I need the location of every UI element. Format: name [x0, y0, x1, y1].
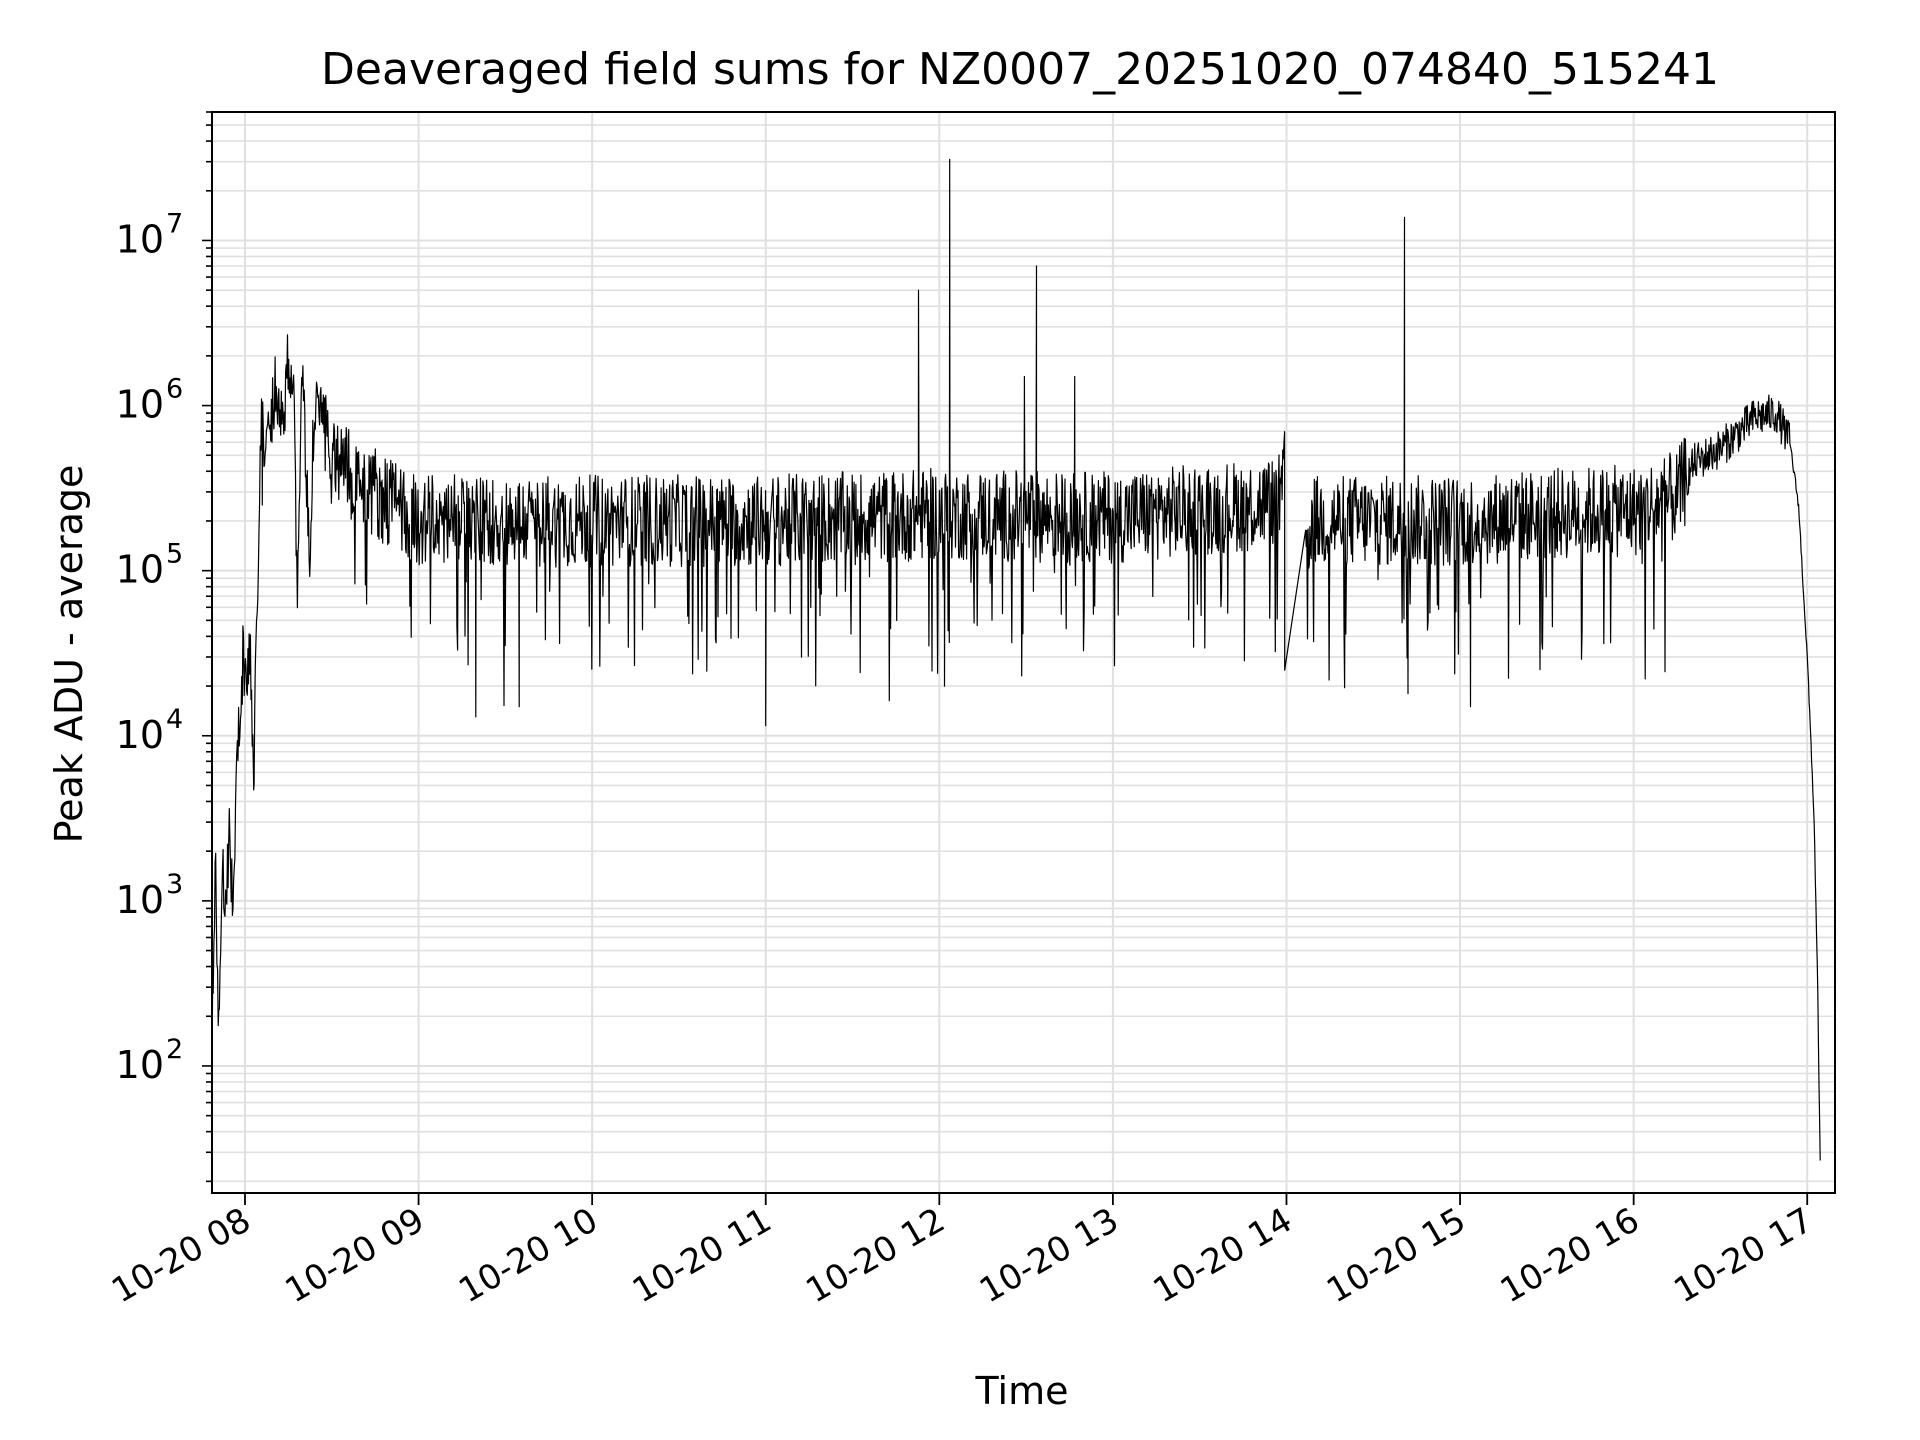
y-tick-label: 10	[116, 713, 164, 757]
series-line	[211, 158, 1821, 1161]
series-layer	[211, 158, 1821, 1161]
y-tick-label: 10	[116, 1043, 164, 1087]
y-tick-exponent: 5	[166, 539, 183, 570]
y-tick-label: 10	[116, 217, 164, 261]
y-tick-exponent: 4	[166, 704, 183, 735]
y-tick-exponent: 2	[166, 1034, 183, 1065]
y-axis-label: Peak ADU - average	[47, 465, 91, 844]
y-tick-exponent: 3	[166, 869, 183, 900]
y-tick-label: 10	[116, 878, 164, 922]
y-tick-exponent: 7	[166, 208, 183, 239]
x-axis-label: Time	[975, 1369, 1069, 1413]
grid	[212, 111, 1835, 1193]
y-tick-label: 10	[116, 383, 164, 427]
plot-frame	[211, 111, 1836, 1194]
y-tick-exponent: 6	[166, 374, 183, 405]
y-tick-label: 10	[116, 548, 164, 592]
chart-title: Deaveraged field sums for NZ0007_2025102…	[321, 44, 1719, 95]
